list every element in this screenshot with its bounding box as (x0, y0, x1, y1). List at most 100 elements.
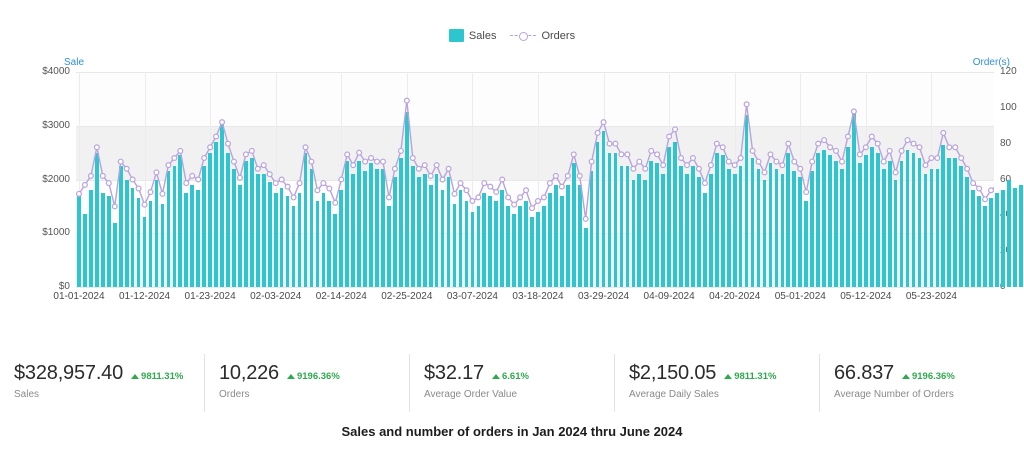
bar[interactable] (565, 184, 570, 287)
orders-marker[interactable] (779, 162, 786, 169)
bar[interactable] (732, 174, 737, 287)
orders-marker[interactable] (362, 158, 369, 165)
bar[interactable] (250, 158, 254, 287)
orders-marker[interactable] (457, 180, 464, 187)
bar[interactable] (673, 141, 677, 287)
bar[interactable] (297, 192, 302, 287)
bar[interactable] (893, 179, 898, 287)
kpi-card[interactable]: $2,150.05 9811.31% Average Daily Sales (614, 354, 819, 412)
orders-marker[interactable] (242, 151, 249, 158)
orders-marker[interactable] (880, 158, 887, 165)
bar[interactable] (273, 192, 278, 287)
orders-marker[interactable] (493, 189, 500, 196)
bar[interactable] (691, 166, 695, 287)
bar[interactable] (947, 158, 952, 287)
bar[interactable] (89, 190, 93, 287)
orders-marker[interactable] (481, 180, 488, 187)
kpi-card[interactable]: 66.837 9196.36% Average Number of Orders (819, 354, 1024, 412)
bar[interactable] (118, 166, 123, 287)
bar[interactable] (351, 174, 356, 287)
bar[interactable] (595, 141, 600, 287)
orders-marker[interactable] (385, 194, 392, 201)
bar[interactable] (172, 166, 177, 287)
orders-marker[interactable] (868, 133, 875, 140)
bar[interactable] (977, 195, 981, 287)
orders-marker[interactable] (982, 196, 989, 203)
bar[interactable] (613, 152, 618, 287)
bar[interactable] (863, 155, 868, 287)
bar[interactable] (303, 152, 308, 287)
bar[interactable] (1013, 187, 1017, 287)
bar[interactable] (416, 176, 421, 287)
bar[interactable] (661, 174, 665, 287)
bar[interactable] (881, 168, 886, 287)
orders-marker[interactable] (201, 154, 208, 161)
bar[interactable] (840, 168, 844, 287)
orders-marker[interactable] (540, 194, 547, 201)
bar[interactable] (154, 179, 159, 287)
bar[interactable] (440, 190, 445, 287)
bar[interactable] (995, 192, 999, 287)
bar[interactable] (858, 163, 862, 287)
orders-marker[interactable] (546, 180, 553, 187)
orders-marker[interactable] (129, 176, 136, 183)
bar[interactable] (726, 168, 731, 287)
bar[interactable] (190, 184, 195, 287)
bar[interactable] (369, 163, 373, 287)
bar[interactable] (404, 112, 409, 287)
bar[interactable] (905, 149, 910, 287)
orders-marker[interactable] (403, 97, 410, 104)
orders-marker[interactable] (141, 201, 148, 208)
bar[interactable] (363, 171, 367, 287)
bar[interactable] (178, 155, 183, 287)
bar[interactable] (142, 217, 147, 287)
orders-marker[interactable] (225, 140, 232, 147)
orders-marker[interactable] (409, 154, 416, 161)
orders-marker[interactable] (624, 151, 631, 158)
orders-marker[interactable] (785, 140, 792, 147)
orders-marker[interactable] (618, 151, 625, 158)
orders-marker[interactable] (964, 165, 971, 172)
bar[interactable] (774, 168, 779, 287)
kpi-card[interactable]: $32.17 6.61% Average Order Value (409, 354, 614, 412)
bar[interactable] (619, 166, 624, 287)
bar[interactable] (816, 152, 820, 287)
bar[interactable] (935, 168, 940, 287)
bar[interactable] (482, 192, 487, 287)
orders-marker[interactable] (272, 180, 279, 187)
orders-marker[interactable] (123, 165, 130, 172)
bar[interactable] (375, 168, 379, 287)
bar[interactable] (220, 123, 224, 287)
bar[interactable] (83, 214, 87, 287)
bar[interactable] (607, 152, 612, 287)
bar[interactable] (184, 192, 189, 287)
bar[interactable] (267, 182, 272, 287)
orders-marker[interactable] (529, 205, 536, 212)
bar[interactable] (601, 131, 606, 287)
orders-marker[interactable] (93, 144, 100, 151)
bar[interactable] (554, 184, 558, 287)
orders-marker[interactable] (374, 158, 381, 165)
bar[interactable] (422, 174, 427, 287)
orders-marker[interactable] (594, 129, 601, 136)
orders-marker[interactable] (397, 147, 404, 154)
bar[interactable] (846, 147, 850, 287)
orders-marker[interactable] (910, 140, 917, 147)
orders-marker[interactable] (660, 162, 667, 169)
bar[interactable] (768, 163, 773, 287)
bar[interactable] (339, 190, 344, 287)
bar[interactable] (470, 211, 475, 287)
orders-marker[interactable] (356, 149, 363, 156)
orders-marker[interactable] (791, 158, 798, 165)
bar[interactable] (917, 158, 922, 287)
orders-marker[interactable] (266, 171, 273, 178)
orders-marker[interactable] (183, 180, 190, 187)
orders-marker[interactable] (445, 165, 452, 172)
bar[interactable] (709, 174, 713, 287)
orders-marker[interactable] (534, 197, 541, 204)
bar[interactable] (202, 166, 206, 287)
bar[interactable] (428, 184, 433, 287)
bar[interactable] (494, 201, 499, 287)
bar[interactable] (571, 163, 576, 287)
orders-marker[interactable] (76, 190, 82, 197)
